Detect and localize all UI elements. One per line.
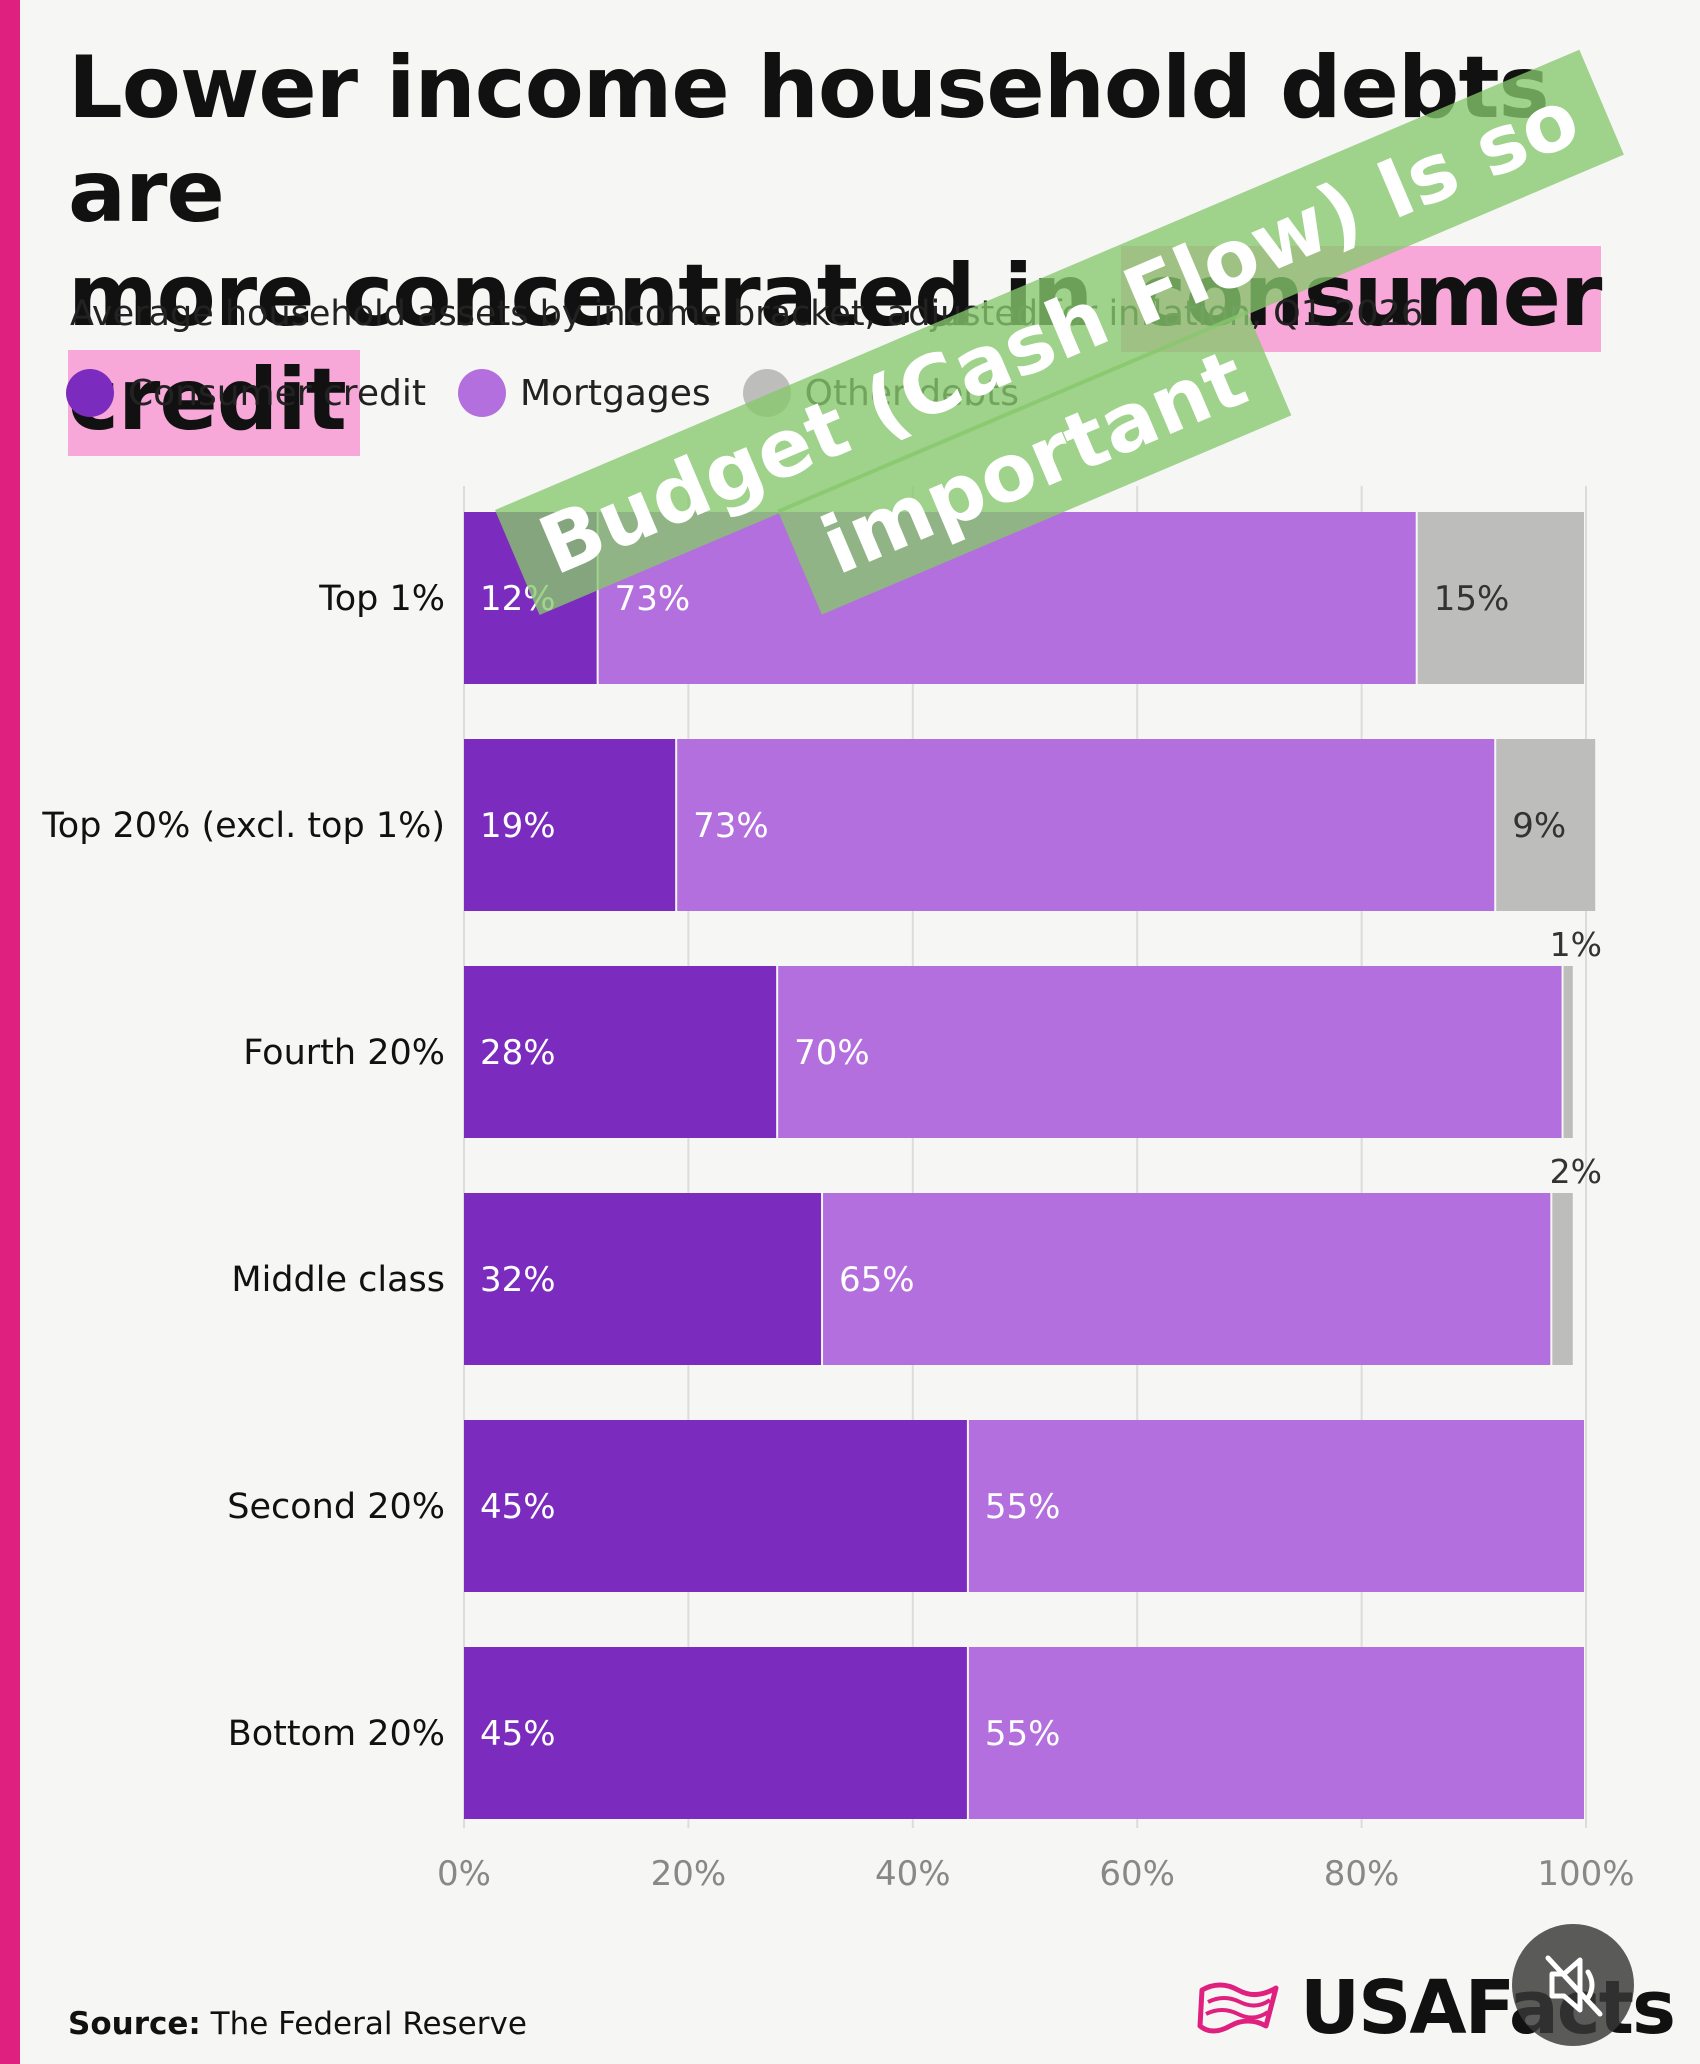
x-tick-label: 40% bbox=[875, 1854, 951, 1894]
category-label: Middle class bbox=[231, 1260, 445, 1300]
stacked-bar-chart: 0% 20% 40% 60% 80% 100% Top 1% 12% 73% 15% Top 20%… bbox=[41, 486, 1635, 1894]
left-accent-stripe bbox=[0, 0, 20, 2064]
source-note: Source: The Federal Reserve bbox=[68, 2006, 527, 2042]
bar-segment bbox=[1563, 966, 1573, 1138]
x-tick-label: 20% bbox=[651, 1854, 727, 1894]
bar-segment bbox=[968, 1647, 1584, 1819]
data-label: 73% bbox=[693, 806, 769, 846]
bar-segment bbox=[1552, 1193, 1573, 1365]
source-label: Source: bbox=[68, 2006, 201, 2042]
data-label: 65% bbox=[839, 1260, 915, 1300]
x-tick-label: 80% bbox=[1324, 1854, 1400, 1894]
data-label: 1% bbox=[1550, 925, 1602, 964]
bar-segment bbox=[464, 1420, 967, 1592]
category-label: Fourth 20% bbox=[243, 1033, 445, 1073]
data-label: 55% bbox=[985, 1714, 1061, 1754]
x-tick-label: 60% bbox=[1099, 1854, 1175, 1894]
source-text: The Federal Reserve bbox=[210, 2006, 527, 2042]
speaker-muted-icon bbox=[1545, 1955, 1603, 2017]
bar-segment bbox=[598, 512, 1416, 684]
bar-segment bbox=[823, 1193, 1551, 1365]
data-label: 15% bbox=[1434, 579, 1510, 619]
category-label: Top 20% (excl. top 1%) bbox=[41, 806, 445, 846]
mute-button[interactable] bbox=[1512, 1924, 1634, 2046]
data-label: 9% bbox=[1512, 806, 1566, 846]
category-label: Second 20% bbox=[227, 1487, 445, 1527]
bar-segment bbox=[464, 739, 676, 911]
data-label: 73% bbox=[615, 579, 691, 619]
data-label: 28% bbox=[480, 1033, 556, 1073]
bar-segment bbox=[464, 1193, 822, 1365]
data-label: 2% bbox=[1550, 1152, 1602, 1191]
data-label: 55% bbox=[985, 1487, 1061, 1527]
bar-segment bbox=[464, 1647, 967, 1819]
bar-segment bbox=[968, 1420, 1584, 1592]
x-tick-label: 0% bbox=[437, 1854, 491, 1894]
legend-swatch-consumer-credit bbox=[66, 369, 114, 417]
data-label: 19% bbox=[480, 806, 556, 846]
bar-segment bbox=[464, 966, 777, 1138]
data-label: 45% bbox=[480, 1487, 556, 1527]
legend-label-consumer-credit: Consumer credit bbox=[128, 372, 426, 414]
category-label: Bottom 20% bbox=[228, 1714, 445, 1754]
usafacts-flag-icon bbox=[1197, 1982, 1279, 2034]
data-label: 32% bbox=[480, 1260, 556, 1300]
bar-segment bbox=[778, 966, 1562, 1138]
data-label: 45% bbox=[480, 1714, 556, 1754]
data-label: 70% bbox=[794, 1033, 870, 1073]
x-tick-label: 100% bbox=[1537, 1854, 1634, 1894]
legend-item-consumer-credit: Consumer credit bbox=[66, 369, 426, 417]
category-label: Top 1% bbox=[318, 579, 445, 619]
data-label: 12% bbox=[480, 579, 556, 619]
bar-segment bbox=[677, 739, 1495, 911]
bar-segment bbox=[1496, 739, 1596, 911]
